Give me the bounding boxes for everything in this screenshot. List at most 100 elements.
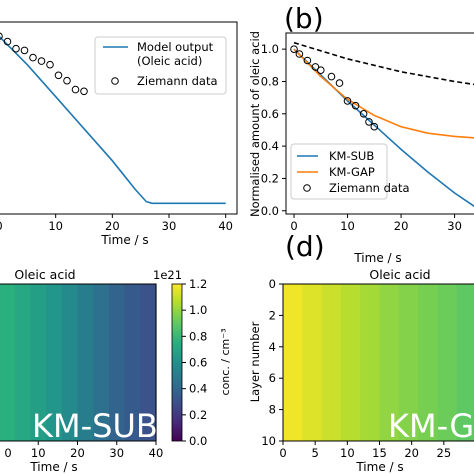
panel-d-overlay-text: KM-GA (388, 407, 474, 445)
panel-b-legend-swatch-ziemann (303, 184, 311, 192)
panel-d-heat-cell (398, 284, 419, 441)
panel-b-data-point (351, 101, 360, 110)
panel-a-plot-area (0, 32, 226, 205)
panel-c-xlabel: Time / s (29, 460, 77, 474)
panel-d-ylabel: Layer number (248, 321, 262, 402)
panel-a-data-point (0, 32, 3, 40)
panel-b-xtick-label: 10 (340, 219, 355, 233)
panel-d-heat-cell (379, 284, 400, 441)
panel-b-legend-box (290, 143, 388, 200)
panel-c-colorbar-label: conc. / cm⁻³ (219, 329, 232, 396)
panel-d-xtick-label: 25 (437, 446, 452, 460)
panel-d-heat-cell (302, 284, 323, 441)
panel-b-data-point (365, 118, 373, 126)
panel-b-xtick-label: 30 (447, 219, 462, 233)
panel-d-xtick-label: 0 (279, 446, 286, 460)
panel-c-xtick-label: 40 (149, 446, 164, 460)
panel-c-heat-cell (0, 284, 16, 441)
panel-b-xticks: 0 10 20 30 (290, 214, 462, 233)
panel-b-plot-area (290, 41, 474, 208)
panel-b: (b) 0 10 20 30 0.00.20.40.60.81.0 Time / s … (248, 2, 474, 265)
panel-c-xticks: 0 10 20 30 40 (4, 441, 164, 460)
panel-c-colorbar (171, 283, 183, 442)
panel-c-heat-cell (77, 284, 94, 441)
panel-c-xtick-label: 10 (31, 446, 46, 460)
panel-a-legend-label-model: Model output (Oleic acid) (137, 40, 217, 68)
panel-b-ytick-label: 0.6 (261, 107, 279, 121)
panel-a-xticks: 0 10 20 30 40 (0, 214, 233, 233)
panel-d-title: Oleic acid (369, 267, 430, 282)
panel-c-heat-cell (124, 284, 141, 441)
panel-b-legend-label-kmsub: KM-SUB (329, 149, 374, 163)
panel-d-heat-cell (283, 284, 303, 441)
panel-b-xtick-label: 0 (290, 219, 297, 233)
panel-b-legend-label-ziemann: Ziemann data (329, 181, 410, 195)
panel-a-legend-label-ziemann: Ziemann data (137, 74, 218, 88)
panel-d-heat-cell (456, 284, 474, 441)
panel-d-heat-cell (437, 284, 458, 441)
panel-b-label: (b) (284, 2, 324, 35)
panel-d-heatmap (283, 284, 474, 441)
panel-c-xtick-label: 30 (109, 446, 124, 460)
panel-b-xtick-label: 20 (394, 219, 409, 233)
panel-d-heat-cell (418, 284, 438, 441)
panel-c-colorbar-tick-label: 0.8 (189, 329, 207, 343)
panel-b-data-point (311, 63, 320, 71)
panel-a-data-point (54, 71, 63, 80)
panel-a-xtick-label: 20 (105, 219, 120, 233)
panel-a-xlabel: Time / s (100, 233, 148, 247)
panel-a-legend-label-model-line1: Model output (137, 40, 214, 54)
panel-c-xtick-label: 20 (70, 446, 85, 460)
panel-b-ytick-label: 0.8 (261, 74, 279, 88)
panel-a-xtick-label: 40 (218, 219, 233, 233)
panel-c-heat-cell (61, 284, 79, 441)
panel-b-data-point (295, 50, 304, 58)
panel-c-heat-cell (30, 284, 47, 441)
panel-b-data-point (303, 56, 312, 65)
panel-b-data-point (370, 122, 379, 131)
panel-d-xticks: 0 5 10 15 20 25 (279, 441, 451, 460)
panel-d-ytick-label: 10 (261, 434, 276, 448)
panel-a-legend: Model output (Oleic acid) Ziemann data (94, 36, 227, 95)
panel-c-heat-cell (140, 284, 157, 441)
panel-c-overlay-text: KM-SUB (32, 407, 158, 445)
panel-d-xtick-label: 15 (372, 446, 387, 460)
panel-b-data-point (327, 72, 336, 81)
panel-c-colorbar-tick-label: 0.6 (189, 356, 207, 370)
panel-a-data-point (37, 57, 46, 65)
panel-c: Oleic acid KM-SUB 0 10 20 30 40 Time / s 1e2… (0, 267, 232, 474)
panel-a-xtick-label: 30 (162, 219, 177, 233)
panel-b-ylabel: Normalised amount of oleic acid (248, 31, 262, 217)
panel-b-ytick-label: 0.4 (261, 139, 279, 153)
panel-a-xtick-label: 0 (0, 219, 3, 233)
panel-b-data-point (335, 79, 344, 87)
panel-d-xtick-label: 20 (404, 446, 419, 460)
panel-b-data-point (343, 97, 352, 105)
panel-d-xtick-label: 10 (340, 446, 355, 460)
panel-b-ytick-label: 1.0 (261, 42, 279, 56)
panel-b-series-dashed (293, 41, 474, 86)
panel-a-legend-marker-swatch (111, 77, 119, 85)
panel-a-series-model-output-oleic-acid (0, 36, 226, 205)
panel-b-data-point (317, 66, 325, 74)
panel-a-data-point (46, 60, 54, 69)
panel-c-heat-cell (93, 284, 110, 441)
panel-a-data-point (71, 85, 80, 94)
panel-d-xlabel: Time / s (355, 460, 403, 474)
panel-d-label: (d) (285, 230, 325, 263)
panel-b-yticks: 0.0 0.2 0.4 0.6 0.8 1.0 (261, 42, 286, 218)
panel-d-ytick-label: 8 (269, 403, 276, 417)
panel-d-heat-cell (321, 284, 342, 441)
panel-d-yticks: 0 2 4 6 8 10 (261, 277, 283, 448)
panel-b-axes-frame (285, 32, 474, 215)
panel-d-xtick-label: 5 (312, 446, 319, 460)
panel-a-data-point (3, 37, 12, 46)
panel-a-xtick-label: 10 (48, 219, 63, 233)
panel-c-colorbar-tick-label: 0.0 (189, 434, 207, 448)
panel-a-axes-frame (0, 21, 238, 215)
panel-d-ytick-label: 0 (269, 277, 276, 291)
panel-a-data-point (20, 46, 29, 55)
panel-c-colorbar-tick-label: 1.0 (189, 303, 207, 317)
